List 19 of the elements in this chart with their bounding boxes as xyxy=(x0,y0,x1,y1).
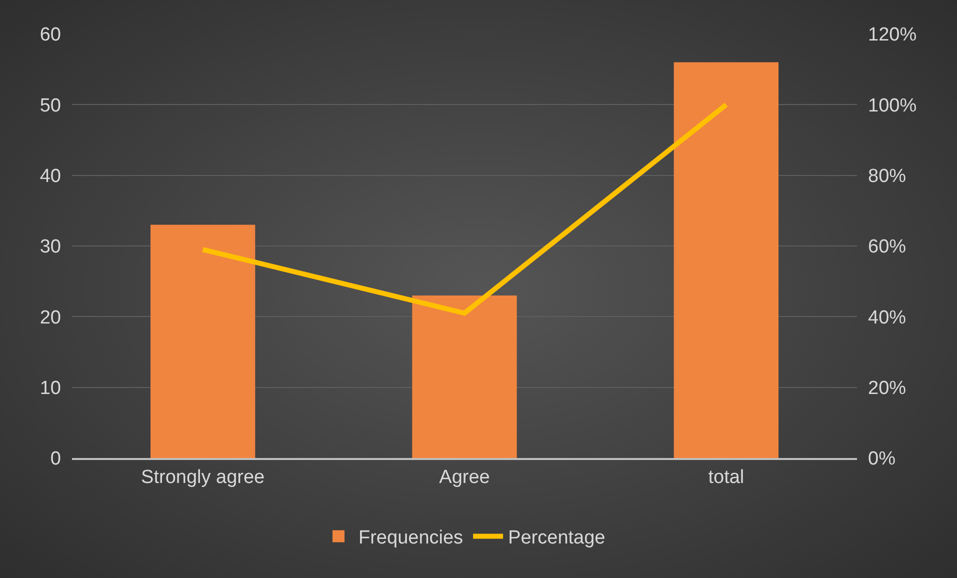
y-tick-label: 50 xyxy=(40,95,61,116)
y2-tick-label: 0% xyxy=(868,448,896,470)
legend-label: Frequencies xyxy=(358,528,464,549)
y-tick-label: 10 xyxy=(40,378,61,399)
y2-tick-label: 100% xyxy=(868,95,917,116)
y2-tick-label: 120% xyxy=(868,24,917,46)
x-tick-label: Agree xyxy=(439,466,490,488)
x-tick-label: Strongly agree xyxy=(141,466,265,488)
y2-tick-label: 60% xyxy=(868,236,906,258)
y2-tick-label: 80% xyxy=(868,166,906,187)
y2-tick-label: 40% xyxy=(868,307,906,328)
y2-tick-label: 20% xyxy=(868,378,906,399)
y-tick-label: 0 xyxy=(50,448,61,470)
y-tick-label: 20 xyxy=(40,307,61,328)
y-tick-label: 40 xyxy=(40,166,61,187)
y-tick-label: 60 xyxy=(40,24,61,46)
y-tick-label: 30 xyxy=(40,236,61,258)
legend-label: Percentage xyxy=(508,528,606,549)
x-tick-label: total xyxy=(708,466,744,488)
